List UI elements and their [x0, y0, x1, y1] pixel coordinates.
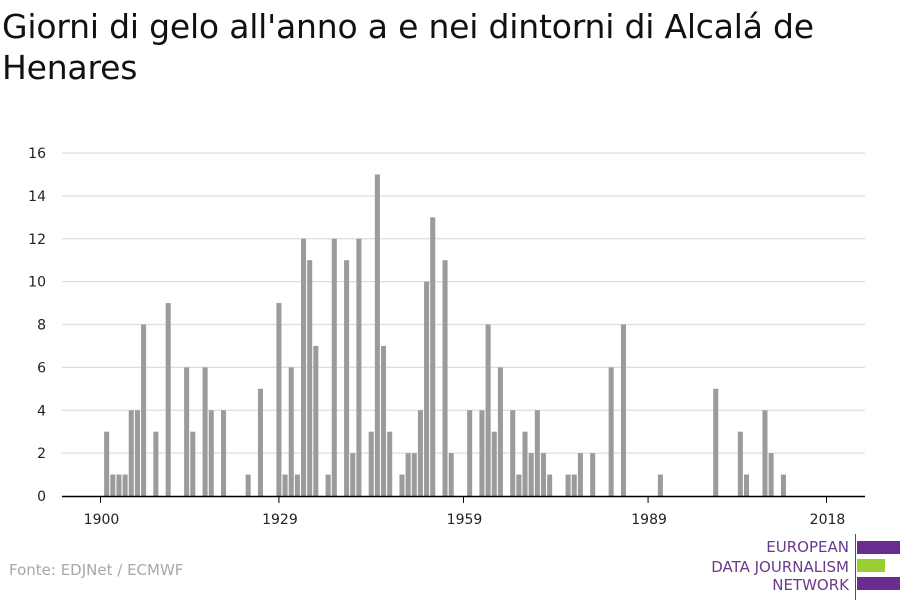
bar: [417, 410, 423, 496]
bar: [713, 388, 719, 496]
bar: [565, 474, 571, 496]
bar: [497, 367, 503, 497]
logo-line-3: NETWORK: [772, 576, 849, 594]
y-tick-label: 6: [37, 360, 46, 376]
bar: [780, 474, 786, 496]
bar: [350, 453, 356, 497]
bar: [405, 453, 411, 497]
bar: [620, 324, 626, 496]
bar: [208, 410, 214, 496]
bar: [184, 367, 190, 497]
bar: [110, 474, 116, 496]
bar: [387, 431, 393, 496]
bar: [202, 367, 208, 497]
bar: [448, 453, 454, 497]
bar: [313, 345, 319, 496]
y-tick-label: 16: [28, 146, 46, 162]
bar: [534, 410, 540, 496]
bar: [325, 474, 331, 496]
bar: [522, 431, 528, 496]
logo-divider: [855, 534, 856, 600]
source-note: Fonte: EDJNet / ECMWF: [9, 561, 184, 579]
bar: [165, 303, 171, 496]
bar: [528, 453, 534, 497]
bar: [510, 410, 516, 496]
bar: [411, 453, 417, 497]
bar: [768, 453, 774, 497]
bar: [737, 431, 743, 496]
bar: [657, 474, 663, 496]
bar: [540, 453, 547, 497]
bar: [301, 238, 307, 496]
bar: [356, 238, 362, 496]
bar: [307, 260, 313, 496]
bar: [762, 410, 768, 496]
bar: [282, 474, 288, 496]
x-axis-ticks: 1900 1929 1959 1989 2018: [84, 497, 846, 528]
bar: [571, 474, 577, 496]
x-tick-label: 1989: [631, 512, 667, 528]
logo-line-1: EUROPEAN: [766, 538, 849, 556]
bar: [430, 217, 436, 496]
gridlines: [62, 152, 865, 454]
bar: [153, 431, 159, 496]
y-tick-label: 8: [37, 318, 46, 334]
logo-bar-bottom: [857, 577, 900, 590]
bar: [104, 431, 110, 496]
bar: [547, 474, 553, 496]
y-tick-label: 12: [28, 232, 46, 248]
bar: [294, 474, 300, 496]
bar: [577, 453, 583, 497]
bar: [141, 324, 147, 496]
bar: [257, 388, 263, 496]
y-tick-label: 10: [28, 275, 46, 291]
bar: [221, 410, 227, 496]
bar: [399, 474, 405, 496]
bar: [122, 474, 128, 496]
y-axis-ticks: 0 2 4 6 8 10 12 14 16: [28, 146, 46, 505]
bar: [491, 431, 497, 496]
chart-title: Giorni di gelo all'anno a e nei dintorni…: [2, 7, 814, 87]
bar: [276, 303, 282, 496]
x-tick-label: 1929: [262, 512, 298, 528]
y-tick-label: 2: [37, 446, 46, 462]
y-tick-label: 4: [37, 403, 46, 419]
bar: [467, 410, 473, 496]
bar: [134, 410, 140, 496]
bar: [374, 174, 380, 496]
bars: [104, 174, 786, 497]
logo-bar-middle: [857, 559, 885, 572]
bar: [380, 345, 387, 496]
x-tick-label: 2018: [810, 512, 846, 528]
logo-line-2: DATA JOURNALISM: [711, 558, 849, 576]
bar: [743, 474, 750, 496]
bar: [128, 410, 134, 496]
bar: [116, 474, 122, 496]
bar: [442, 260, 448, 496]
logo-bar-top: [857, 541, 900, 554]
bar: [344, 260, 350, 496]
x-tick-label: 1959: [447, 512, 483, 528]
bar: [190, 431, 196, 496]
bar: [245, 474, 251, 496]
bar: [608, 367, 614, 497]
edjnet-logo: EUROPEAN DATA JOURNALISM NETWORK: [700, 534, 900, 600]
bar: [516, 474, 522, 496]
x-tick-label: 1900: [84, 512, 120, 528]
bar: [485, 324, 491, 496]
y-tick-label: 14: [28, 189, 46, 205]
bar: [424, 281, 430, 497]
bar: [590, 453, 596, 497]
y-tick-label: 0: [37, 489, 46, 505]
bar: [288, 367, 294, 497]
bar: [331, 238, 337, 496]
bar: [479, 410, 485, 496]
bar: [368, 431, 374, 496]
